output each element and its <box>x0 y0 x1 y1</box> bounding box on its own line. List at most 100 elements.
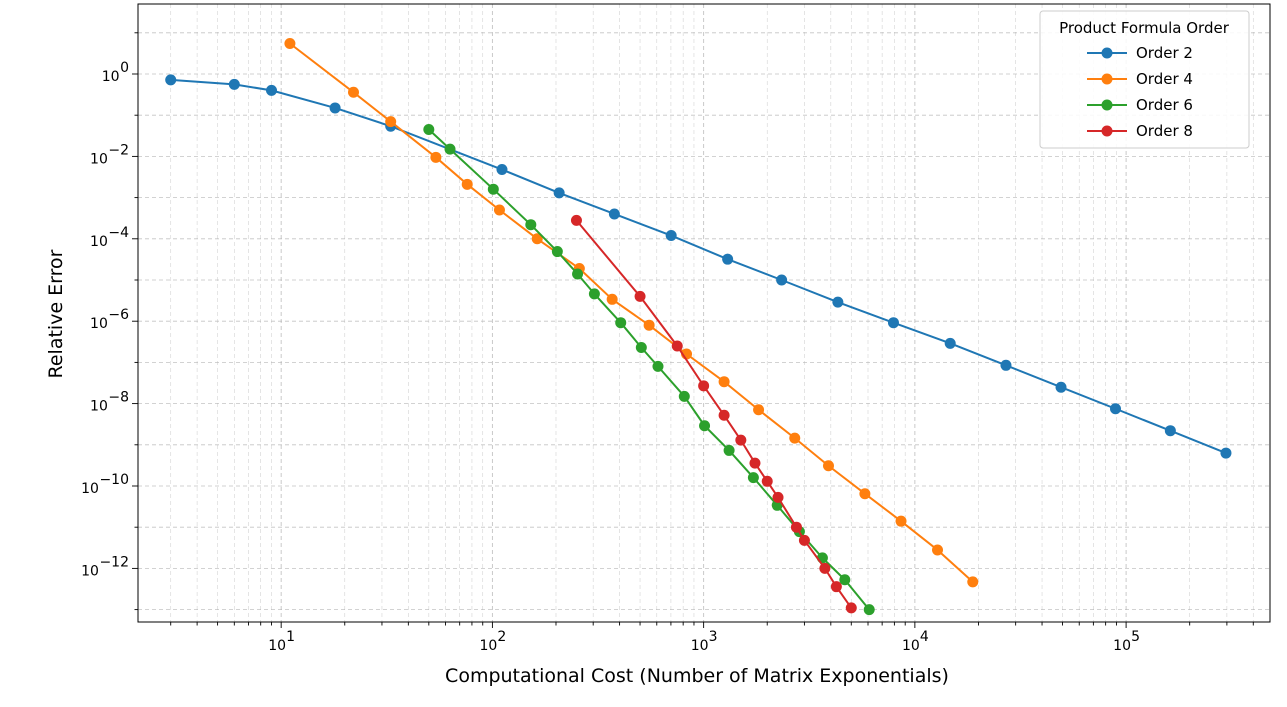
y-tick-exponent: −6 <box>108 307 129 323</box>
data-point-order-6 <box>444 143 456 155</box>
legend-title: Product Formula Order <box>1059 19 1230 37</box>
y-tick-label: 10−10 <box>81 472 129 497</box>
data-point-order-6 <box>652 360 664 372</box>
y-tick-base: 10 <box>81 481 99 497</box>
data-point-order-2 <box>944 337 956 349</box>
y-tick-label: 10−6 <box>90 307 129 332</box>
y-tick-exponent: −12 <box>99 554 129 570</box>
x-tick-exponent: 2 <box>497 629 506 645</box>
legend-marker <box>1101 125 1113 137</box>
data-point-order-4 <box>531 233 543 245</box>
data-point-order-2 <box>165 74 177 86</box>
y-tick-base: 10 <box>90 316 108 332</box>
data-point-order-4 <box>822 460 834 472</box>
series-order-4 <box>284 37 979 588</box>
y-tick-label: 10−4 <box>90 225 129 250</box>
legend-item-order-6: Order 6 <box>1087 96 1193 114</box>
data-point-order-8 <box>634 290 646 302</box>
legend-label: Order 2 <box>1136 44 1193 62</box>
y-tick-label: 10−2 <box>90 142 129 167</box>
data-point-order-4 <box>493 204 505 216</box>
data-point-order-4 <box>718 376 730 388</box>
data-point-order-4 <box>385 116 397 128</box>
data-point-order-2 <box>832 296 844 308</box>
x-tick-exponent: 4 <box>920 629 929 645</box>
legend-label: Order 6 <box>1136 96 1193 114</box>
data-point-order-6 <box>771 499 783 511</box>
legend-label: Order 8 <box>1136 122 1193 140</box>
x-tick-exponent: 5 <box>1131 629 1140 645</box>
data-point-order-2 <box>722 253 734 265</box>
data-point-order-6 <box>551 246 563 258</box>
data-point-order-2 <box>1110 403 1122 415</box>
data-point-order-6 <box>588 288 600 300</box>
data-point-order-8 <box>772 491 784 503</box>
data-point-order-2 <box>1220 447 1232 459</box>
data-point-order-2 <box>1055 381 1067 393</box>
x-tick-label: 102 <box>479 629 506 654</box>
data-point-order-6 <box>863 604 875 616</box>
data-point-order-6 <box>723 444 735 456</box>
y-tick-base: 10 <box>102 69 120 85</box>
data-point-order-8 <box>671 340 683 352</box>
x-tick-base: 10 <box>691 638 709 654</box>
data-point-order-2 <box>776 274 788 286</box>
data-point-order-8 <box>718 409 730 421</box>
legend-items: Order 2 Order 4 Order 6 Order 8 <box>1087 44 1193 140</box>
y-tick-exponent: −2 <box>108 142 129 158</box>
data-point-order-8 <box>735 434 747 446</box>
data-point-order-8 <box>698 380 710 392</box>
legend-item-order-4: Order 4 <box>1087 70 1193 88</box>
y-tick-exponent: −8 <box>108 390 129 406</box>
data-point-order-2 <box>553 187 565 199</box>
legend-item-order-2: Order 2 <box>1087 44 1193 62</box>
data-point-order-6 <box>615 317 627 329</box>
data-point-order-8 <box>798 534 810 546</box>
data-point-order-2 <box>496 164 508 176</box>
data-point-order-4 <box>461 178 473 190</box>
legend-box <box>1039 10 1250 149</box>
y-tick-label: 100 <box>102 60 129 85</box>
y-tick-label: 10−8 <box>90 390 129 415</box>
legend-marker <box>1101 73 1113 85</box>
data-point-order-4 <box>430 151 442 163</box>
data-point-order-4 <box>284 37 296 49</box>
data-point-order-8 <box>830 581 842 593</box>
data-point-order-2 <box>266 84 278 96</box>
data-point-order-8 <box>845 602 857 614</box>
data-point-order-8 <box>790 521 802 533</box>
y-axis-label: Relative Error <box>45 249 67 378</box>
x-tick-exponent: 3 <box>709 629 718 645</box>
legend-label: Order 4 <box>1136 70 1193 88</box>
y-tick-label: 10−12 <box>81 554 129 579</box>
data-point-order-8 <box>819 562 831 574</box>
data-point-order-6 <box>678 390 690 402</box>
y-tick-base: 10 <box>90 399 108 415</box>
legend-marker <box>1101 99 1113 111</box>
series-order-8 <box>570 214 857 614</box>
data-point-order-4 <box>932 544 944 556</box>
x-tick-base: 10 <box>1113 638 1131 654</box>
axis-ticks <box>132 32 1254 628</box>
data-point-order-2 <box>665 230 677 242</box>
x-tick-label: 105 <box>1113 629 1140 654</box>
y-tick-base: 10 <box>90 151 108 167</box>
data-point-order-2 <box>1000 359 1012 371</box>
x-tick-label: 103 <box>691 629 718 654</box>
data-point-order-2 <box>887 317 899 329</box>
data-point-order-2 <box>1164 425 1176 437</box>
data-point-order-2 <box>329 102 341 114</box>
x-tick-base: 10 <box>479 638 497 654</box>
data-point-order-4 <box>967 576 979 588</box>
data-point-order-8 <box>761 475 773 487</box>
data-point-order-8 <box>749 457 761 469</box>
x-axis-label: Computational Cost (Number of Matrix Exp… <box>445 665 949 687</box>
data-point-order-6 <box>423 123 435 135</box>
series-layer <box>165 37 1232 616</box>
data-point-order-6 <box>839 574 851 586</box>
data-point-order-4 <box>859 488 871 500</box>
